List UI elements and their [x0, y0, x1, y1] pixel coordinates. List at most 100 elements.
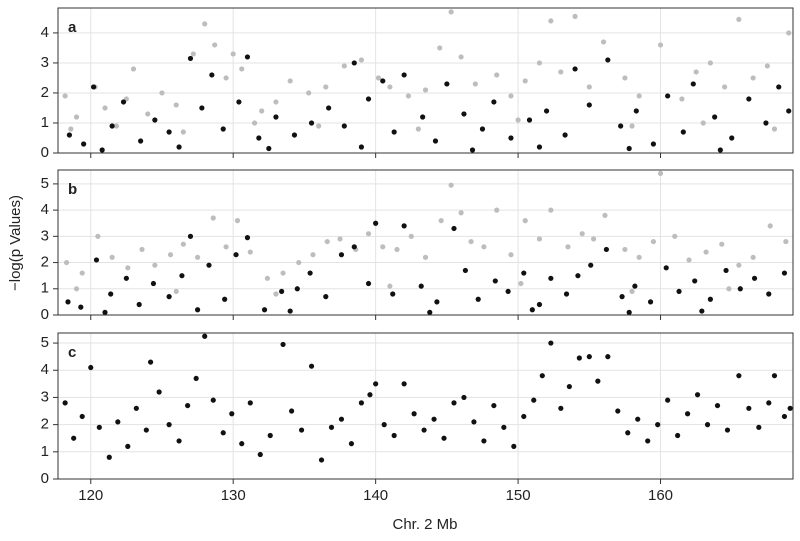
- point: [99, 147, 105, 153]
- point: [588, 262, 594, 268]
- point: [618, 123, 624, 129]
- point: [586, 354, 592, 360]
- point: [451, 225, 457, 232]
- y-tick-label: 3: [41, 54, 49, 71]
- point: [712, 114, 718, 120]
- point: [264, 275, 270, 281]
- point: [251, 120, 258, 126]
- x-axis-label: Chr. 2 Mb: [392, 516, 457, 533]
- point: [650, 238, 657, 245]
- point: [236, 99, 242, 105]
- point: [267, 432, 273, 439]
- point: [771, 126, 778, 132]
- point: [431, 416, 437, 422]
- point: [338, 252, 345, 258]
- panel: 0 1 2 3 4 a: [41, 7, 794, 161]
- point: [365, 280, 372, 287]
- point: [522, 218, 528, 224]
- point: [522, 78, 528, 84]
- point: [572, 13, 578, 20]
- point: [109, 254, 115, 260]
- point: [125, 443, 131, 449]
- point: [472, 81, 478, 87]
- point: [647, 299, 654, 305]
- point: [150, 280, 157, 287]
- point: [179, 273, 185, 279]
- point: [78, 304, 84, 310]
- point: [79, 413, 85, 420]
- point: [280, 270, 286, 276]
- point: [536, 60, 543, 66]
- x-tick-label: 150: [506, 487, 531, 504]
- point: [136, 301, 142, 308]
- point: [390, 291, 396, 297]
- point: [257, 451, 263, 458]
- point: [247, 400, 253, 406]
- point: [475, 296, 481, 302]
- point: [230, 51, 236, 57]
- point: [625, 430, 631, 436]
- point: [548, 275, 554, 281]
- point: [199, 105, 205, 111]
- point: [411, 411, 417, 417]
- point: [448, 182, 454, 188]
- point: [536, 144, 543, 150]
- point: [318, 457, 325, 463]
- point: [693, 69, 699, 75]
- point: [326, 105, 332, 111]
- point: [296, 259, 302, 266]
- point: [323, 294, 329, 300]
- point: [427, 309, 433, 315]
- point: [280, 341, 286, 348]
- point: [635, 416, 641, 422]
- point: [115, 419, 121, 425]
- point: [180, 129, 186, 135]
- point: [723, 267, 729, 274]
- point: [576, 355, 582, 361]
- point: [166, 422, 172, 428]
- x-tick-label: 160: [648, 487, 673, 504]
- point: [736, 16, 742, 23]
- point: [595, 378, 601, 384]
- point: [444, 81, 450, 87]
- point: [328, 424, 335, 430]
- point: [441, 435, 447, 441]
- point: [437, 45, 443, 51]
- frame: [57, 169, 794, 316]
- point: [185, 402, 191, 409]
- point: [438, 218, 444, 224]
- plot-area: [58, 333, 793, 479]
- point: [636, 254, 642, 260]
- point: [166, 129, 172, 135]
- point: [676, 288, 682, 295]
- point: [73, 286, 80, 292]
- point: [244, 235, 251, 241]
- point: [629, 123, 635, 129]
- point: [736, 262, 742, 268]
- point: [645, 438, 651, 444]
- point: [152, 262, 158, 268]
- x-tick-label: 120: [78, 487, 103, 504]
- panels: 0 1 2 3 4 a 0 1 2 3 4 5 b 0 1 2 3 4 5 120 130 140 150 160 c: [41, 7, 794, 504]
- point: [751, 275, 758, 281]
- point: [79, 270, 85, 276]
- points: [62, 9, 792, 153]
- point: [306, 90, 312, 96]
- point: [714, 402, 721, 409]
- point: [373, 381, 379, 387]
- point: [358, 144, 365, 150]
- point: [273, 114, 279, 120]
- point: [125, 265, 131, 271]
- point: [173, 288, 179, 295]
- point: [391, 129, 397, 135]
- point: [686, 257, 692, 263]
- point: [722, 84, 728, 90]
- point: [786, 108, 792, 114]
- point: [421, 427, 427, 433]
- point: [202, 333, 208, 339]
- y-tick-label: 3: [41, 227, 49, 244]
- point: [491, 99, 497, 105]
- point: [548, 18, 554, 24]
- point: [220, 126, 226, 132]
- point: [176, 144, 182, 150]
